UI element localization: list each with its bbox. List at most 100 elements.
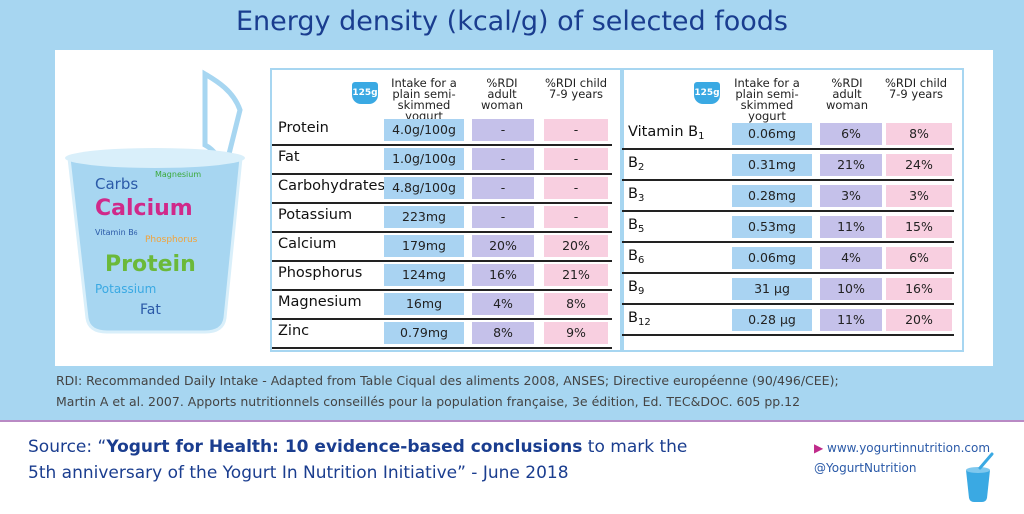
footer-links: ▶ www.yogurtinnutrition.com @YogurtNutri…	[814, 438, 990, 478]
adult-cell: 11%	[820, 309, 882, 331]
adult-cell: -	[472, 119, 534, 141]
adult-cell: 11%	[820, 216, 882, 238]
child-cell: -	[544, 206, 608, 228]
child-cell: 3%	[886, 185, 952, 207]
intake-cell: 4.0g/100g	[384, 119, 464, 141]
nutrient-label: Magnesium	[278, 294, 362, 310]
vitamin-word: Vitamin B6	[95, 228, 138, 237]
nutrient-label: B3	[628, 186, 645, 204]
child-cell: 9%	[544, 322, 608, 344]
source-citation: Source: “Yogurt for Health: 10 evidence-…	[28, 437, 688, 483]
intake-cell: 0.06mg	[732, 247, 812, 269]
note-line: RDI: Recommanded Daily Intake - Adapted …	[56, 373, 839, 388]
nutrient-label: Zinc	[278, 323, 310, 339]
nutrient-label: Fat	[278, 149, 300, 165]
table-row: Fat 1.0g/100g - -	[272, 145, 612, 175]
adult-cell: 4%	[472, 293, 534, 315]
adult-cell: -	[472, 148, 534, 170]
intake-cell: 16mg	[384, 293, 464, 315]
calcium-word: Calcium	[95, 196, 193, 221]
adult-cell: 4%	[820, 247, 882, 269]
intake-cell: 1.0g/100g	[384, 148, 464, 170]
child-cell: -	[544, 148, 608, 170]
child-cell: -	[544, 177, 608, 199]
nutrient-label: Vitamin B1	[628, 124, 705, 142]
fat-word: Fat	[140, 302, 161, 318]
child-cell: 6%	[886, 247, 952, 269]
twitter-link[interactable]: @YogurtNutrition	[814, 461, 917, 475]
source-title: Yogurt for Health: 10 evidence-based con…	[106, 437, 583, 457]
nutrient-label: Phosphorus	[278, 265, 363, 281]
intake-cell: 0.06mg	[732, 123, 812, 145]
nutrient-label: B6	[628, 248, 645, 266]
child-cell: 20%	[886, 309, 952, 331]
intake-cell: 0.53mg	[732, 216, 812, 238]
adult-cell: -	[472, 177, 534, 199]
header-child: %RDI child 7-9 years	[544, 76, 608, 101]
nutrient-label: Carbohydrates	[278, 178, 386, 194]
table-row: Vitamin B1 0.06mg 6% 8%	[622, 120, 954, 150]
nutrient-label: B2	[628, 155, 645, 173]
intake-cell: 0.28 µg	[732, 309, 812, 331]
child-cell: -	[544, 119, 608, 141]
nutrient-label: B12	[628, 310, 651, 328]
intake-cell: 223mg	[384, 206, 464, 228]
phosphorus-word: Phosphorus	[145, 235, 198, 245]
nutrient-label: Protein	[278, 120, 329, 136]
magnesium-word: Magnesium	[155, 170, 202, 179]
yogurt-cup-illustration	[65, 69, 245, 334]
arrow-icon: ▶	[814, 441, 828, 455]
rdi-notes: RDI: Recommanded Daily Intake - Adapted …	[56, 370, 839, 412]
intake-cell: 0.31mg	[732, 154, 812, 176]
table-row: B3 0.28mg 3% 3%	[622, 182, 954, 212]
header-intake: Intake for a plain semi-skimmed yogurt	[734, 76, 800, 123]
adult-cell: 6%	[820, 123, 882, 145]
header-child: %RDI child 7-9 years	[884, 76, 948, 101]
intake-cell: 179mg	[384, 235, 464, 257]
table-row: B2 0.31mg 21% 24%	[622, 151, 954, 181]
header-adult: %RDI adult woman	[826, 76, 868, 112]
footer: Source: “Yogurt for Health: 10 evidence-…	[0, 420, 1024, 514]
table-row: Magnesium 16mg 4% 8%	[272, 290, 612, 320]
intake-cell: 0.79mg	[384, 322, 464, 344]
carbs-word: Carbs	[95, 175, 139, 193]
yogurt-cup-icon: 125g	[694, 82, 720, 104]
left-nutrient-table: 125g Intake for a plain semi-skimmed yog…	[270, 68, 624, 352]
child-cell: 8%	[544, 293, 608, 315]
table-row: Phosphorus 124mg 16% 21%	[272, 261, 612, 291]
nutrient-label: B5	[628, 217, 645, 235]
table-row: Zinc 0.79mg 8% 9%	[272, 319, 612, 349]
child-cell: 21%	[544, 264, 608, 286]
child-cell: 15%	[886, 216, 952, 238]
table-row: Carbohydrates 4.8g/100g - -	[272, 174, 612, 204]
table-row: B12 0.28 µg 11% 20%	[622, 306, 954, 336]
potassium-word: Potassium	[95, 282, 157, 296]
protein-word: Protein	[105, 252, 196, 277]
content-card: Carbs Magnesium Calcium Vitamin B6 Phosp…	[55, 50, 993, 366]
table-row: Calcium 179mg 20% 20%	[272, 232, 612, 262]
adult-cell: 8%	[472, 322, 534, 344]
adult-cell: 16%	[472, 264, 534, 286]
adult-cell: 20%	[472, 235, 534, 257]
table-row: B5 0.53mg 11% 15%	[622, 213, 954, 243]
page-title: Energy density (kcal/g) of selected food…	[235, 6, 788, 37]
adult-cell: 3%	[820, 185, 882, 207]
nutrient-label: Potassium	[278, 207, 353, 223]
adult-cell: 21%	[820, 154, 882, 176]
intake-cell: 4.8g/100g	[384, 177, 464, 199]
table-row: B6 0.06mg 4% 6%	[622, 244, 954, 274]
note-line: Martin A et al. 2007. Apports nutritionn…	[56, 394, 801, 409]
child-cell: 8%	[886, 123, 952, 145]
child-cell: 16%	[886, 278, 952, 300]
nutrient-label: B9	[628, 279, 645, 297]
nutrient-label: Calcium	[278, 236, 337, 252]
website-link[interactable]: www.yogurtinnutrition.com	[827, 441, 991, 455]
table-row: Potassium 223mg - -	[272, 203, 612, 233]
yogurt-cup-icon: 125g	[352, 82, 378, 104]
adult-cell: 10%	[820, 278, 882, 300]
intake-cell: 0.28mg	[732, 185, 812, 207]
table-row: B9 31 µg 10% 16%	[622, 275, 954, 305]
table-row: Protein 4.0g/100g - -	[272, 116, 612, 146]
child-cell: 24%	[886, 154, 952, 176]
header-intake: Intake for a plain semi-skimmed yogurt	[391, 76, 457, 123]
